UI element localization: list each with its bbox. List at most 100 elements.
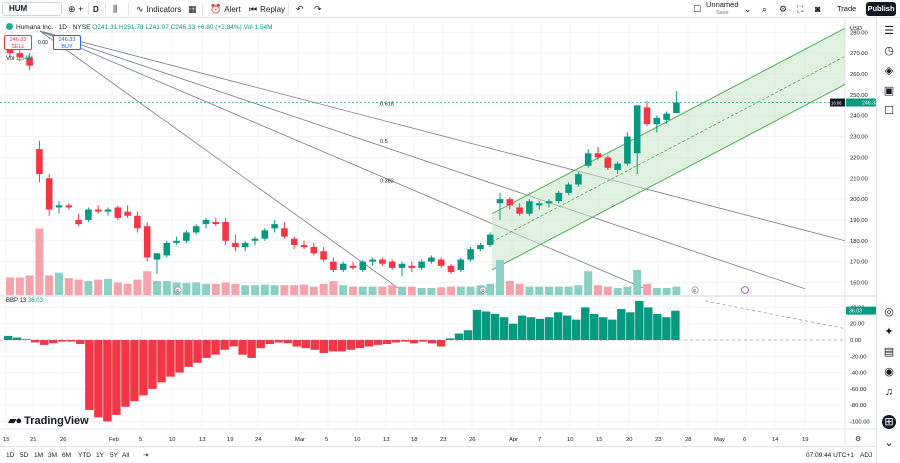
timeframe-all[interactable]: All [122,452,130,459]
candle-body [271,224,278,229]
search-icon[interactable]: ⌕ [762,3,768,14]
candle-body [408,265,416,268]
bbp-bar [427,340,437,344]
tradingview-logo[interactable]: ▰● TradingView [8,414,89,428]
candle-body [614,163,621,170]
notifications-icon[interactable]: ♫ [884,386,894,398]
bbp-tick-label: -100.00 [850,419,870,425]
indicators-label: Indicators [146,4,182,14]
candle-body [526,201,533,214]
buy-button[interactable]: 246.33 BUY [53,35,81,50]
bbp-bar [283,340,292,344]
templates-icon[interactable]: ▦ [188,3,197,14]
volume-bar [6,277,14,295]
tradingview-logo-icon: ▰● [8,415,22,427]
price-tick-label: 170.00 [850,260,868,266]
timeframe-1y[interactable]: 1Y [96,452,104,459]
volume-bar [613,288,622,295]
sell-button[interactable]: 246.33 SELL [4,35,32,50]
symbol-legend[interactable]: Humana Inc. · 1D · NYSE O241.31 H251.78 … [6,23,273,31]
timeframe-6m[interactable]: 6M [62,452,72,459]
date-range-icon[interactable]: ⇥ [143,452,149,459]
time-tick-label: 19 [802,437,808,443]
bbp-legend[interactable]: BBP 13 36.03 [6,298,43,304]
layout-checkbox-icon[interactable]: ☐ [693,3,702,14]
time-tick-label: Apr [509,437,518,443]
humana-logo-icon [6,23,13,30]
bbp-bar [328,340,337,352]
symbol-search-input[interactable]: HUM [2,2,62,16]
chat-icon[interactable]: ☐ [884,105,894,117]
clock-display[interactable]: 07:09:44 UTC+1 [806,452,854,459]
layout-dropdown-icon[interactable]: ⌄ [744,3,752,14]
calendar-icon[interactable]: ▤ [883,346,895,358]
target-icon[interactable]: ◎ [884,306,894,318]
timeframe-5y[interactable]: 5Y [110,452,118,459]
volume-bar [221,282,230,295]
volume-bar [309,286,318,295]
volume-bar [417,288,426,295]
volume-bar [545,286,553,295]
bbp-bar [481,311,491,340]
bbp-bar [67,340,76,342]
undo-icon[interactable]: ↶ [296,3,304,14]
last-price-tag-text: 246.33 [862,101,876,107]
bbp-bar [445,338,455,340]
fullscreen-icon[interactable]: ⛶ [797,3,804,14]
broadcast-icon[interactable]: ◉ [884,366,894,378]
alerts-clock-icon[interactable]: ◷ [884,45,894,57]
price-tick-label: 270.00 [850,51,868,57]
volume-bar [603,286,612,295]
layout-name-button[interactable]: Unnamed Save [706,1,739,17]
time-tick-label: 5 [139,437,142,443]
interval-button[interactable]: D [93,4,99,14]
timeframe-3m[interactable]: 3M [48,452,58,459]
candle-body [290,238,298,245]
timeframe-ytd[interactable]: YTD [78,452,91,459]
bbp-bar [193,340,202,363]
timeframe-1m[interactable]: 1M [34,452,44,459]
timeframe-5d[interactable]: 5D [20,452,29,459]
adjust-toggle[interactable]: ADJ [860,452,873,459]
replay-label: Replay [260,4,286,14]
candle-body [241,242,249,248]
ohlc-values: O241.31 H251.78 L241.07 C246.33 +6.80 (+… [92,24,273,31]
volume-bar [202,283,210,295]
bbp-bar [238,340,247,355]
event-marker-label: E [693,288,696,293]
candle-body [398,263,406,268]
time-tick-label: 15 [596,437,602,443]
add-symbol-icon[interactable]: + [78,4,84,14]
chart-axes: USD 160.00 170.00 180.00 190.00 200.00 210.00 2… [830,26,876,425]
price-tick-label: 180.00 [850,239,868,245]
chevron-down-icon[interactable]: ⌄ [884,437,894,449]
redo-icon[interactable]: ↷ [314,3,322,14]
bbp-bar [454,333,464,340]
publish-button[interactable]: Publish [866,2,896,16]
help-icon[interactable]: ⊞ [882,415,896,429]
candles-style-icon[interactable]: ⫼ [113,3,118,14]
bbp-bar [400,340,410,342]
watchlist-icon[interactable]: ☰ [884,25,894,37]
indicators-button[interactable]: ∿ Indicators [136,0,181,18]
camera-icon[interactable]: ◙ [815,4,821,14]
compare-icon[interactable]: ⊕ [68,3,76,14]
alert-button[interactable]: ⏰ Alert [210,0,241,18]
timeframe-1d[interactable]: 1D [6,452,15,459]
ideas-icon[interactable]: ✦ [884,326,894,338]
trade-button[interactable]: Trade [837,4,857,13]
settings-icon[interactable]: ⚙ [779,3,788,14]
price-tick-label: 250.00 [850,93,868,99]
layers-icon[interactable]: ◈ [884,65,894,77]
bbp-bar [544,317,554,340]
candle-body [192,226,200,233]
volume-bar [241,285,250,295]
data-window-icon[interactable]: ▣ [883,85,895,97]
time-axis-settings-icon: ⚙ [855,435,861,443]
buy-label: BUY [61,43,73,50]
volume-legend[interactable]: Vol 1.54M [6,56,33,62]
bbp-bar [526,317,536,340]
candle-body [65,205,73,208]
replay-button[interactable]: ⏮ Replay [249,0,285,18]
